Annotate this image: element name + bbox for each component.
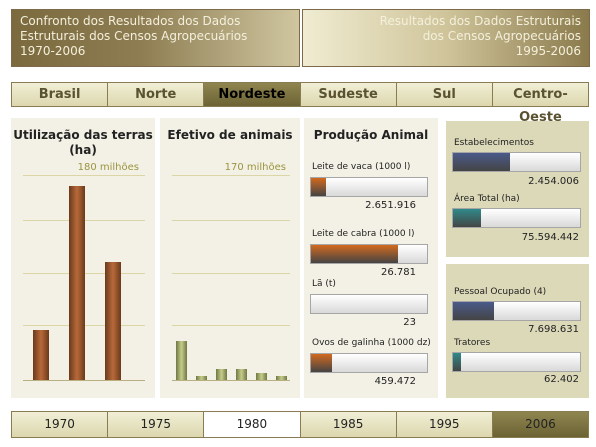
tab-sul[interactable]: Sul [396, 83, 493, 106]
gridline [172, 220, 290, 221]
eggs-label: Ovos de galinha (1000 dz) [312, 338, 431, 348]
eggs-value: 459.472 [374, 376, 416, 387]
total-area-label: Área Total (ha) [454, 194, 520, 204]
land-use-bar-1 [33, 330, 49, 380]
animal-bar-2 [196, 376, 207, 380]
land-use-panel: Utilização das terras (ha) 180 milhões [11, 118, 155, 398]
tab-brasil[interactable]: Brasil [12, 83, 109, 106]
total-area-fill [453, 209, 481, 227]
land-use-bar-2 [69, 186, 85, 380]
baseline [23, 380, 145, 381]
establishments-label: Estabelecimentos [454, 138, 534, 148]
animal-bar-5 [256, 373, 267, 380]
header-right-line3: 1995-2006 [515, 44, 581, 58]
tab-year-1985[interactable]: 1985 [300, 412, 397, 437]
tractors-label: Tratores [454, 338, 491, 348]
tab-year-1980[interactable]: 1980 [204, 412, 301, 437]
tab-year-2006[interactable]: 2006 [492, 412, 589, 437]
header-left-line1: Confronto dos Resultados dos Dados [20, 14, 241, 28]
animal-production-panel: Produção Animal Leite de vaca (1000 l) 2… [304, 118, 438, 398]
animals-title: Efetivo de animais [167, 128, 293, 142]
tab-year-1970[interactable]: 1970 [12, 412, 109, 437]
animal-production-title: Produção Animal [313, 128, 429, 142]
baseline [172, 380, 290, 381]
personnel-bar [452, 301, 581, 321]
wool-value: 23 [403, 317, 416, 328]
labor-panel: Pessoal Ocupado (4) 7.698.631 Tratores 6… [446, 264, 589, 398]
tab-centro-oeste[interactable]: Centro-Oeste [492, 83, 589, 125]
eggs-fill [311, 354, 332, 372]
animal-bar-1 [176, 341, 187, 380]
tractors-bar [452, 352, 581, 372]
wool-bar [310, 294, 428, 314]
land-use-bar-3 [105, 262, 121, 380]
animals-panel: Efetivo de animais 170 milhões [160, 118, 300, 398]
header-left-line3: 1970-2006 [20, 44, 86, 58]
header-right: Resultados dos Dados Estruturais dos Cen… [302, 9, 590, 67]
tab-year-1995[interactable]: 1995 [396, 412, 493, 437]
wool-label: Lã (t) [312, 279, 336, 289]
header-left: Confronto dos Resultados dos Dados Estru… [11, 9, 300, 67]
total-area-bar [452, 208, 581, 228]
eggs-bar [310, 353, 428, 373]
header-left-line2: Estruturais dos Censos Agropecuários [20, 29, 248, 43]
tractors-fill [453, 353, 461, 371]
personnel-label: Pessoal Ocupado (4) [454, 287, 547, 297]
milk-goat-fill [311, 245, 398, 263]
personnel-value: 7.698.631 [528, 324, 579, 335]
milk-cow-bar [310, 177, 428, 197]
tractors-value: 62.402 [544, 374, 579, 385]
establishments-fill [453, 153, 511, 171]
animal-bar-3 [216, 369, 227, 380]
animal-bar-4 [236, 369, 247, 380]
gridline [23, 175, 145, 176]
tab-norte[interactable]: Norte [108, 83, 205, 106]
tab-sudeste[interactable]: Sudeste [300, 83, 397, 106]
gridline [172, 273, 290, 274]
milk-cow-fill [311, 178, 327, 196]
tab-nordeste[interactable]: Nordeste [204, 83, 301, 106]
total-area-value: 75.594.442 [521, 232, 579, 243]
personnel-fill [453, 302, 494, 320]
milk-goat-value: 26.781 [381, 267, 416, 278]
land-use-title: Utilização das terras (ha) [13, 128, 153, 157]
milk-cow-label: Leite de vaca (1000 l) [312, 162, 411, 172]
header-right-line1: Resultados dos Dados Estruturais [379, 14, 581, 28]
milk-goat-bar [310, 244, 428, 264]
establishments-bar [452, 152, 581, 172]
establishments-value: 2.454.006 [528, 176, 579, 187]
milk-goat-label: Leite de cabra (1000 l) [312, 229, 415, 239]
header-right-line2: dos Censos Agropecuários [422, 29, 581, 43]
milk-cow-value: 2.651.916 [365, 200, 416, 211]
gridline [172, 325, 290, 326]
land-use-scale: 180 milhões [77, 162, 139, 173]
region-tabs: Brasil Norte Nordeste Sudeste Sul Centro… [11, 82, 589, 125]
tab-year-1975[interactable]: 1975 [108, 412, 205, 437]
establishments-panel: Estabelecimentos 2.454.006 Área Total (h… [446, 121, 589, 257]
year-tabs: 1970 1975 1980 1985 1995 2006 [11, 411, 589, 438]
animal-bar-6 [276, 376, 287, 380]
gridline [172, 175, 290, 176]
animals-scale: 170 milhões [224, 162, 286, 173]
